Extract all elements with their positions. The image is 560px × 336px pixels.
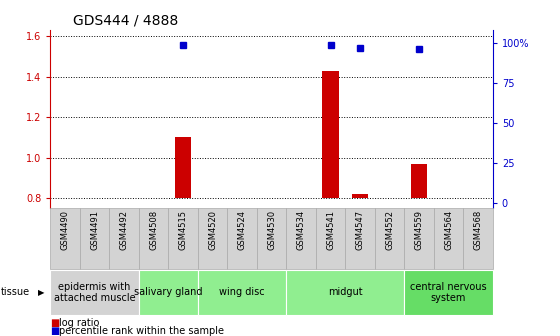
Text: GSM4530: GSM4530 bbox=[267, 210, 276, 250]
Text: GSM4552: GSM4552 bbox=[385, 210, 394, 250]
Text: wing disc: wing disc bbox=[220, 287, 265, 297]
Text: GSM4520: GSM4520 bbox=[208, 210, 217, 250]
Text: GSM4541: GSM4541 bbox=[326, 210, 335, 250]
Bar bbox=[434, 208, 463, 269]
Bar bbox=[169, 208, 198, 269]
Bar bbox=[198, 208, 227, 269]
Text: GSM4492: GSM4492 bbox=[120, 210, 129, 250]
Text: log ratio: log ratio bbox=[59, 318, 99, 328]
Text: epidermis with
attached muscle: epidermis with attached muscle bbox=[54, 282, 136, 303]
Bar bbox=[139, 208, 169, 269]
Bar bbox=[227, 208, 257, 269]
Bar bbox=[175, 137, 191, 198]
Text: GSM4534: GSM4534 bbox=[297, 210, 306, 250]
Text: tissue: tissue bbox=[1, 287, 30, 297]
Bar bbox=[80, 208, 109, 269]
Bar bbox=[198, 270, 286, 315]
Bar bbox=[404, 270, 493, 315]
Text: GSM4515: GSM4515 bbox=[179, 210, 188, 250]
Text: GDS444 / 4888: GDS444 / 4888 bbox=[73, 14, 178, 28]
Text: GSM4524: GSM4524 bbox=[237, 210, 246, 250]
Bar bbox=[316, 208, 346, 269]
Text: ■: ■ bbox=[50, 326, 60, 336]
Bar bbox=[50, 208, 80, 269]
Text: GSM4559: GSM4559 bbox=[414, 210, 423, 250]
Text: salivary gland: salivary gland bbox=[134, 287, 203, 297]
Bar bbox=[323, 71, 339, 198]
Bar bbox=[286, 270, 404, 315]
Text: midgut: midgut bbox=[328, 287, 363, 297]
Text: GSM4508: GSM4508 bbox=[149, 210, 158, 250]
Text: GSM4490: GSM4490 bbox=[60, 210, 69, 250]
Text: ▶: ▶ bbox=[38, 288, 45, 297]
Text: GSM4568: GSM4568 bbox=[474, 210, 483, 250]
Text: ■: ■ bbox=[50, 318, 60, 328]
Bar bbox=[139, 270, 198, 315]
Bar bbox=[346, 208, 375, 269]
Bar bbox=[404, 208, 434, 269]
Bar bbox=[257, 208, 286, 269]
Bar bbox=[109, 208, 139, 269]
Text: GSM4547: GSM4547 bbox=[356, 210, 365, 250]
Bar bbox=[375, 208, 404, 269]
Text: central nervous
system: central nervous system bbox=[410, 282, 487, 303]
Bar bbox=[463, 208, 493, 269]
Text: GSM4491: GSM4491 bbox=[90, 210, 99, 250]
Text: GSM4564: GSM4564 bbox=[444, 210, 453, 250]
Bar bbox=[286, 208, 316, 269]
Bar bbox=[411, 164, 427, 198]
Bar bbox=[352, 194, 368, 198]
Text: percentile rank within the sample: percentile rank within the sample bbox=[59, 326, 224, 336]
Bar bbox=[50, 270, 139, 315]
